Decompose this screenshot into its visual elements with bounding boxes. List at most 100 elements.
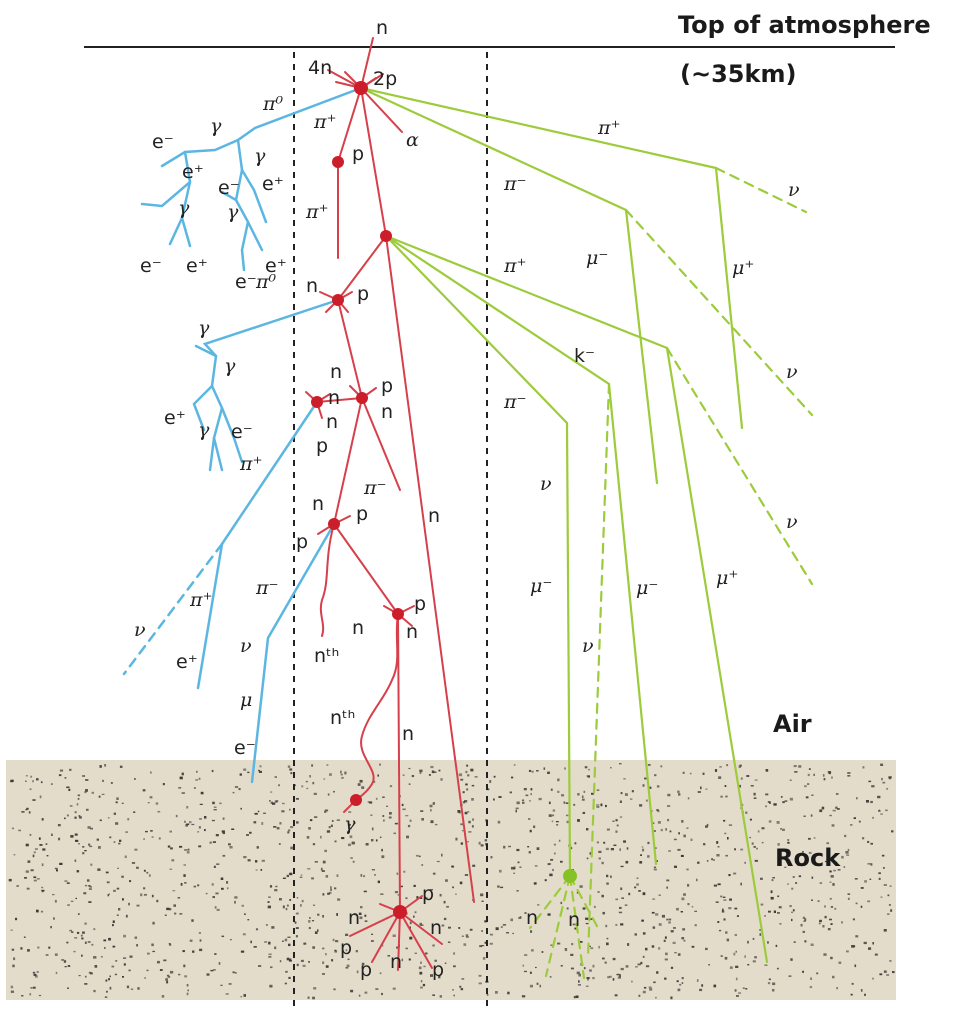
particle-label: ν [582,635,594,657]
particle-label: p [432,959,444,981]
particle-label: e⁺ [164,407,186,429]
red-track [316,397,363,403]
particle-label: ν [240,635,252,657]
top-of-atmosphere-label: Top of atmosphere [678,11,931,39]
particle-label: e⁻ [152,131,174,153]
blue-track [192,384,214,432]
blue-track [194,344,218,358]
interaction-node [563,869,577,883]
particle-label: π⁰ [262,93,283,115]
particle-label: μ⁻ [586,247,608,269]
altitude-label: (~35km) [680,60,796,88]
particle-label: π⁺ [597,117,621,139]
green-track [565,421,572,878]
interaction-node [328,518,340,530]
blue-track [250,522,336,784]
particle-label: n [326,411,338,433]
particle-label: e⁻ [235,271,257,293]
red-track [397,613,401,913]
red-track [319,523,335,637]
interaction-node [354,81,368,95]
electromagnetic-component [122,86,363,784]
particle-label: π⁺ [305,201,329,223]
green-track [359,86,718,170]
particle-label: nᵗʰ [330,707,355,729]
green-track [568,874,600,930]
interaction-node [332,156,344,168]
green-track [665,346,814,586]
green-track [665,346,769,964]
blue-track [240,168,268,224]
particle-label: ν [786,361,798,383]
particle-label: n [381,401,393,423]
particle-label: e⁻ [231,421,253,443]
green-track [714,166,808,214]
particle-label: μ⁻ [530,575,552,597]
green-track [359,86,628,212]
red-track [337,299,363,399]
blue-track [212,436,224,472]
particle-label: n [330,361,342,383]
interaction-node [380,230,392,242]
red-track [360,87,387,237]
air-label: Air [773,710,812,738]
particle-label: e⁻ [218,177,240,199]
red-track [371,911,401,963]
interaction-node [311,396,323,408]
blue-track [234,138,250,272]
red-track [355,613,399,801]
green-track [607,382,658,866]
particle-label: e⁺ [186,255,208,277]
particle-label: n [306,275,318,297]
particle-label: n [312,493,324,515]
green-track [384,234,669,350]
particle-label: π⁺ [189,589,213,611]
mesonic-component [359,86,814,980]
particle-label: π⁺ [313,111,337,133]
particle-label: k⁻ [574,345,595,367]
particle-label: γ [227,201,239,223]
particle-label: p [414,593,426,615]
rock-speckles [8,763,895,1000]
particle-label: π⁻ [255,577,279,599]
particle-label: γ [198,419,210,441]
particle-label: p [356,503,368,525]
particle-label: e⁻ [234,737,256,759]
particle-label: p [352,143,364,165]
red-track [360,87,403,133]
particle-label: n [430,917,442,939]
particle-label: μ⁺ [716,567,738,589]
particle-label: p [422,883,434,905]
green-track [714,166,744,430]
red-track [349,911,401,937]
particle-label: μ⁻ [636,577,658,599]
red-track [399,911,433,969]
red-track [337,87,362,163]
particle-label: π⁻ [503,173,527,195]
blue-track [160,86,363,168]
particle-label: μ [240,689,252,711]
particle-label: n [390,951,402,973]
particle-label: n [402,723,414,745]
green-track [624,208,659,485]
particle-label: n [526,907,538,929]
particle-label: π⁺ [503,255,527,277]
particle-label: e⁺ [176,651,198,673]
particle-label: μ⁺ [732,257,754,279]
red-track [385,235,475,903]
particle-label: p [381,375,393,397]
particle-label: e⁺ [182,161,204,183]
particle-label: p [316,435,328,457]
particle-label: γ [254,145,266,167]
blue-track [180,216,192,248]
blue-track [220,406,244,464]
green-track [568,874,586,980]
red-track [397,911,401,971]
particle-label: p [340,937,352,959]
particle-label: e⁺ [262,173,284,195]
hadronic-component [305,37,475,971]
particle-label: 4n [308,57,332,79]
particle-label: p [357,283,369,305]
particle-label: e⁺ [265,255,287,277]
particle-label: e⁻ [140,255,162,277]
